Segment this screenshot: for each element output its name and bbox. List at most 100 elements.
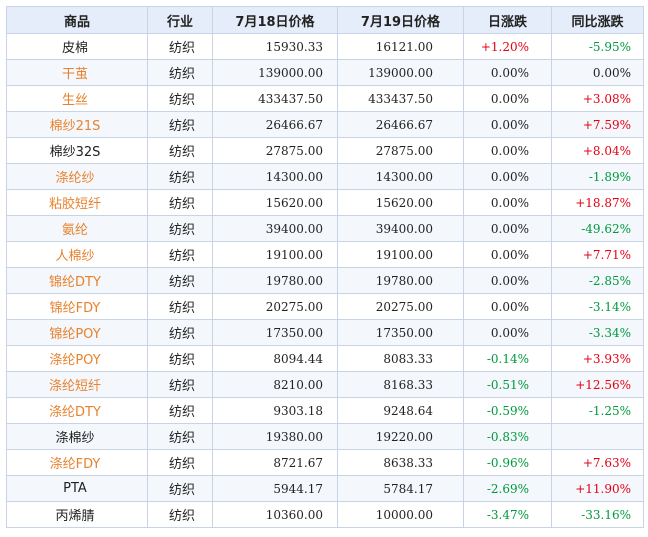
industry-cell: 纺织 <box>147 293 213 320</box>
price-jul18: 5944.17 <box>212 475 338 502</box>
daily-change: 0.00% <box>463 137 552 164</box>
price-jul18: 19780.00 <box>212 267 338 294</box>
industry-cell: 纺织 <box>147 59 213 86</box>
commodity-name[interactable]: 涤纶纱 <box>6 163 148 190</box>
daily-change: 0.00% <box>463 293 552 320</box>
commodity-name[interactable]: 棉纱21S <box>6 111 148 138</box>
price-jul19: 19100.00 <box>337 241 464 268</box>
industry-cell: 纺织 <box>147 345 213 372</box>
yoy-change <box>551 423 644 450</box>
price-jul19: 10000.00 <box>337 501 464 528</box>
yoy-change: +7.59% <box>551 111 644 138</box>
table-row: 粘胶短纤 纺织 15620.00 15620.00 0.00% +18.87% <box>6 189 644 216</box>
price-jul18: 17350.00 <box>212 319 338 346</box>
price-jul19: 9248.64 <box>337 397 464 424</box>
table-row: 丙烯腈 纺织 10360.00 10000.00 -3.47% -33.16% <box>6 501 644 528</box>
price-jul19: 8083.33 <box>337 345 464 372</box>
price-jul19: 14300.00 <box>337 163 464 190</box>
daily-change: 0.00% <box>463 319 552 346</box>
commodity-name[interactable]: 生丝 <box>6 85 148 112</box>
commodity-name[interactable]: 锦纶POY <box>6 319 148 346</box>
yoy-change: +12.56% <box>551 371 644 398</box>
commodity-name: 丙烯腈 <box>6 501 148 528</box>
price-jul19: 16121.00 <box>337 33 464 60</box>
commodity-name[interactable]: 涤纶DTY <box>6 397 148 424</box>
table-row: 涤纶DTY 纺织 9303.18 9248.64 -0.59% -1.25% <box>6 397 644 424</box>
price-jul18: 10360.00 <box>212 501 338 528</box>
table-row: 氨纶 纺织 39400.00 39400.00 0.00% -49.62% <box>6 215 644 242</box>
industry-cell: 纺织 <box>147 215 213 242</box>
commodity-name[interactable]: 人棉纱 <box>6 241 148 268</box>
industry-cell: 纺织 <box>147 371 213 398</box>
daily-change: -0.14% <box>463 345 552 372</box>
price-jul19: 433437.50 <box>337 85 464 112</box>
daily-change: 0.00% <box>463 189 552 216</box>
yoy-change: -5.95% <box>551 33 644 60</box>
price-jul19: 17350.00 <box>337 319 464 346</box>
table-row: 棉纱32S 纺织 27875.00 27875.00 0.00% +8.04% <box>6 137 644 164</box>
industry-cell: 纺织 <box>147 137 213 164</box>
yoy-change: -2.85% <box>551 267 644 294</box>
header-price-jul19: 7月19日价格 <box>337 6 464 34</box>
table-row: 皮棉 纺织 15930.33 16121.00 +1.20% -5.95% <box>6 33 644 60</box>
price-jul19: 8168.33 <box>337 371 464 398</box>
price-jul19: 26466.67 <box>337 111 464 138</box>
daily-change: -0.51% <box>463 371 552 398</box>
table-row: 干茧 纺织 139000.00 139000.00 0.00% 0.00% <box>6 59 644 86</box>
table-row: 锦纶DTY 纺织 19780.00 19780.00 0.00% -2.85% <box>6 267 644 294</box>
commodity-name[interactable]: 涤纶FDY <box>6 449 148 476</box>
commodity-name: 棉纱32S <box>6 137 148 164</box>
header-yoy-change: 同比涨跌 <box>551 6 644 34</box>
daily-change: -3.47% <box>463 501 552 528</box>
price-jul18: 20275.00 <box>212 293 338 320</box>
industry-cell: 纺织 <box>147 475 213 502</box>
table-row: 涤棉纱 纺织 19380.00 19220.00 -0.83% <box>6 423 644 450</box>
price-jul19: 15620.00 <box>337 189 464 216</box>
commodity-name[interactable]: 粘胶短纤 <box>6 189 148 216</box>
price-jul18: 39400.00 <box>212 215 338 242</box>
price-jul19: 139000.00 <box>337 59 464 86</box>
price-jul19: 8638.33 <box>337 449 464 476</box>
price-jul18: 8210.00 <box>212 371 338 398</box>
price-jul18: 27875.00 <box>212 137 338 164</box>
yoy-change: -33.16% <box>551 501 644 528</box>
price-jul18: 433437.50 <box>212 85 338 112</box>
price-jul19: 5784.17 <box>337 475 464 502</box>
price-jul18: 139000.00 <box>212 59 338 86</box>
industry-cell: 纺织 <box>147 189 213 216</box>
daily-change: +1.20% <box>463 33 552 60</box>
header-price-jul18: 7月18日价格 <box>212 6 338 34</box>
price-table: 商品 行业 7月18日价格 7月19日价格 日涨跌 同比涨跌 皮棉 纺织 15930… <box>6 6 644 528</box>
header-daily-change: 日涨跌 <box>463 6 552 34</box>
table-row: 锦纶FDY 纺织 20275.00 20275.00 0.00% -3.14% <box>6 293 644 320</box>
yoy-change: +11.90% <box>551 475 644 502</box>
yoy-change: +18.87% <box>551 189 644 216</box>
header-commodity: 商品 <box>6 6 148 34</box>
price-jul18: 8094.44 <box>212 345 338 372</box>
industry-cell: 纺织 <box>147 267 213 294</box>
table-row: 锦纶POY 纺织 17350.00 17350.00 0.00% -3.34% <box>6 319 644 346</box>
industry-cell: 纺织 <box>147 397 213 424</box>
price-jul18: 26466.67 <box>212 111 338 138</box>
commodity-name[interactable]: 涤纶短纤 <box>6 371 148 398</box>
commodity-name[interactable]: 涤纶POY <box>6 345 148 372</box>
header-industry: 行业 <box>147 6 213 34</box>
commodity-name[interactable]: 氨纶 <box>6 215 148 242</box>
price-jul18: 19100.00 <box>212 241 338 268</box>
daily-change: 0.00% <box>463 163 552 190</box>
daily-change: 0.00% <box>463 85 552 112</box>
commodity-name[interactable]: 锦纶FDY <box>6 293 148 320</box>
commodity-name[interactable]: 锦纶DTY <box>6 267 148 294</box>
industry-cell: 纺织 <box>147 241 213 268</box>
yoy-change: +7.63% <box>551 449 644 476</box>
daily-change: -0.59% <box>463 397 552 424</box>
table-row: 人棉纱 纺织 19100.00 19100.00 0.00% +7.71% <box>6 241 644 268</box>
price-jul19: 19220.00 <box>337 423 464 450</box>
table-row: 涤纶纱 纺织 14300.00 14300.00 0.00% -1.89% <box>6 163 644 190</box>
price-jul18: 15930.33 <box>212 33 338 60</box>
commodity-name[interactable]: 干茧 <box>6 59 148 86</box>
yoy-change: -1.89% <box>551 163 644 190</box>
price-jul18: 19380.00 <box>212 423 338 450</box>
table-header-row: 商品 行业 7月18日价格 7月19日价格 日涨跌 同比涨跌 <box>6 6 644 34</box>
daily-change: 0.00% <box>463 111 552 138</box>
